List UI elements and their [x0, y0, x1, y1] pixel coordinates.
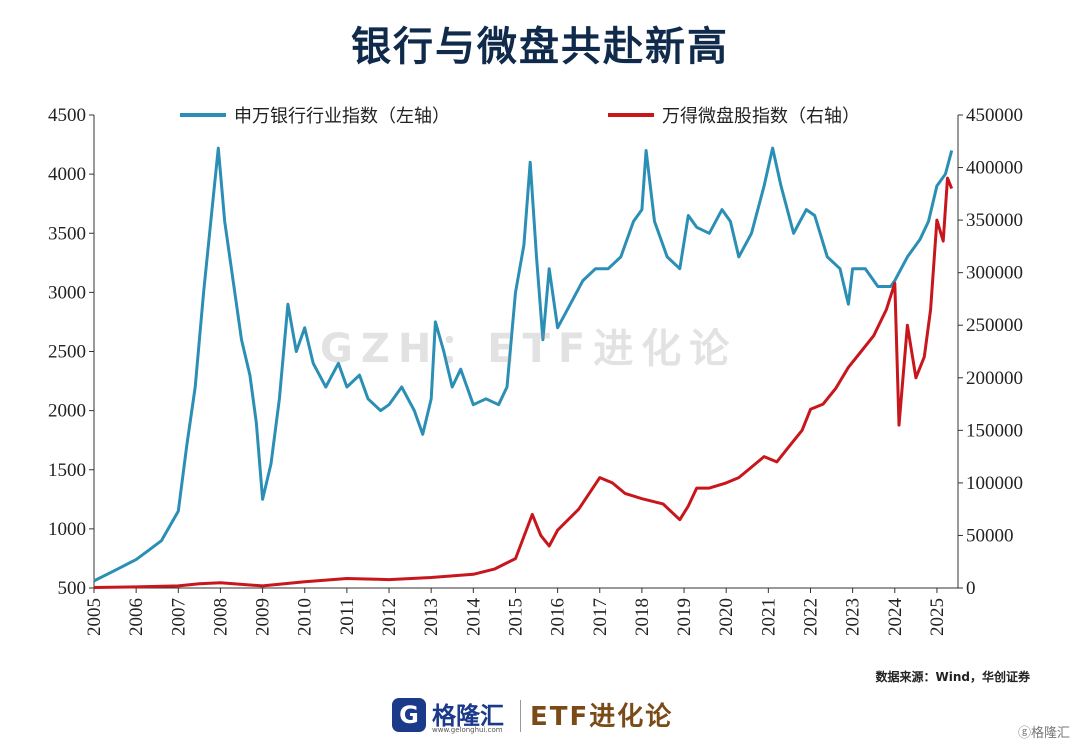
- bank-index-line: [93, 146, 954, 583]
- right-tick-label: 250000: [966, 315, 1023, 336]
- x-tick-label: 2025: [927, 598, 948, 636]
- x-tick-label: 2019: [674, 598, 695, 636]
- gelonghui-logo-icon: G: [392, 698, 426, 732]
- left-tick-label: 4000: [48, 164, 86, 185]
- left-tick-label: 2500: [48, 342, 86, 363]
- x-tick-label: 2023: [843, 598, 864, 636]
- right-tick-label: 150000: [966, 420, 1023, 441]
- chart: 500 1000 1500 2000 2500 3000 3500 4000 4500 0 5000…: [48, 105, 1023, 637]
- x-tick-label: 2021: [758, 598, 779, 636]
- right-tick-label: 300000: [966, 263, 1023, 284]
- footer: G 格隆汇 www.gelonghui.com ETF进化论 ⓖ格隆汇: [0, 690, 1080, 752]
- x-tick-label: 2014: [463, 598, 484, 637]
- x-tick-label: 2016: [548, 598, 569, 636]
- left-tick-label: 3500: [48, 223, 86, 244]
- corner-watermark: ⓖ格隆汇: [1017, 726, 1070, 741]
- right-tick-label: 200000: [966, 368, 1023, 389]
- logo-url: www.gelonghui.com: [432, 726, 503, 734]
- x-tick-label: 2010: [295, 598, 316, 636]
- microcap-index-line: [93, 176, 954, 589]
- x-tick-label: 2013: [421, 598, 442, 636]
- left-tick-label: 1500: [48, 460, 86, 481]
- legend-label-bank: 申万银行行业指数（左轴）: [234, 106, 450, 127]
- x-tick-label: 2011: [337, 598, 358, 635]
- x-tick-label: 2022: [800, 598, 821, 636]
- left-tick-label: 500: [58, 578, 87, 599]
- right-tick-label: 450000: [966, 105, 1023, 126]
- x-tick-label: 2012: [379, 598, 400, 636]
- page-title: 银行与微盘共赴新高: [351, 24, 729, 70]
- x-tick-label: 2007: [168, 598, 189, 636]
- legend-label-microcap: 万得微盘股指数（右轴）: [662, 106, 860, 127]
- x-tick-label: 2020: [716, 598, 737, 636]
- footer-brand: ETF进化论: [530, 702, 674, 732]
- right-tick-label: 50000: [966, 525, 1014, 546]
- footer-divider: [520, 700, 521, 732]
- x-tick-label: 2005: [84, 598, 105, 636]
- x-tick-label: 2017: [590, 598, 611, 636]
- right-tick-label: 400000: [966, 158, 1023, 179]
- x-tick-label: 2024: [885, 598, 906, 637]
- x-tick-label: 2015: [505, 598, 526, 636]
- logo-name: 格隆汇: [432, 702, 504, 730]
- left-tick-label: 1000: [48, 519, 86, 540]
- x-tick-label: 2009: [253, 598, 274, 636]
- right-tick-label: 350000: [966, 210, 1023, 231]
- right-tick-label: 100000: [966, 473, 1023, 494]
- source-note: 数据来源：Wind，华创证券: [875, 670, 1030, 684]
- x-tick-label: 2006: [126, 598, 147, 636]
- right-tick-label: 0: [966, 578, 976, 599]
- left-tick-label: 2000: [48, 401, 86, 422]
- x-tick-label: 2008: [210, 598, 231, 636]
- left-tick-label: 4500: [48, 105, 86, 126]
- x-tick-label: 2018: [632, 598, 653, 636]
- left-tick-label: 3000: [48, 282, 86, 303]
